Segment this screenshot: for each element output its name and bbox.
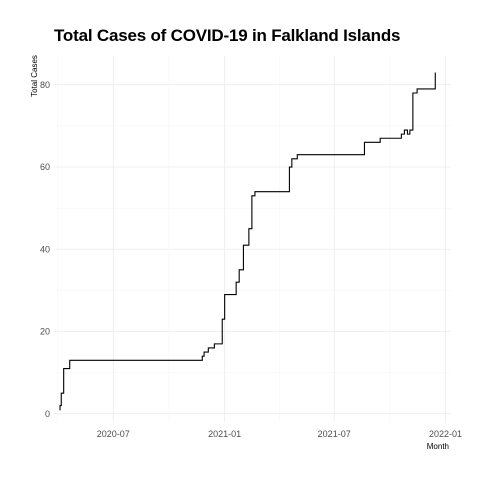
series-line <box>59 72 436 411</box>
x-tick-label: 2021-07 <box>318 429 351 439</box>
y-axis-title: Total Cases <box>30 55 39 97</box>
y-tick-label: 20 <box>40 327 50 337</box>
x-tick-label: 2020-07 <box>97 429 130 439</box>
series-line-group <box>59 72 436 411</box>
chart-title: Total Cases of COVID-19 in Falkland Isla… <box>54 26 401 45</box>
y-tick-label: 0 <box>45 409 50 419</box>
y-tick-label: 40 <box>40 244 50 254</box>
x-tick-label: 2022-01 <box>429 429 462 439</box>
y-tick-label: 80 <box>40 80 50 90</box>
tick-labels: 0 20 40 60 80 2020-07 2021-01 2021-07 2022-01 <box>40 80 462 439</box>
x-axis-title: Month <box>427 442 449 451</box>
y-tick-label: 60 <box>40 162 50 172</box>
grid <box>54 56 451 422</box>
x-tick-label: 2021-01 <box>208 429 241 439</box>
